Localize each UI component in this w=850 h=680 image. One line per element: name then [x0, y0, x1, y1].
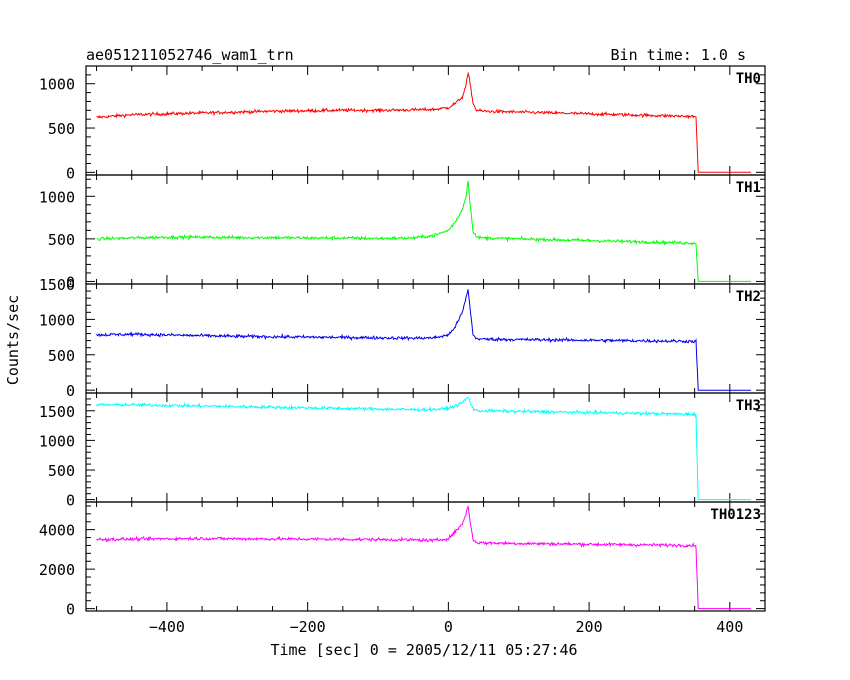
y-tick-label: 2000: [39, 561, 75, 579]
panel-frame: [85, 501, 766, 612]
y-tick-label: 500: [48, 347, 75, 365]
y-tick-label: 1000: [39, 311, 75, 329]
y-tick-label: 0: [66, 492, 75, 510]
series-line-th0123: [96, 505, 751, 610]
y-tick-label: 4000: [39, 522, 75, 540]
y-tick-label: 1000: [39, 188, 75, 206]
x-tick-label: −400: [149, 618, 185, 636]
y-tick-label: 500: [48, 120, 75, 138]
y-tick-label: 0: [66, 273, 75, 291]
chart-title: ae051211052746_wam1_trn: [86, 46, 294, 64]
y-tick-label: 0: [66, 382, 75, 400]
panel-th3: 0 500 1000 1500 TH3: [39, 392, 766, 510]
panels: 0 500 1000 TH0 0 500 1000 TH1 0 500 1000 1500 TH2 0 50…: [39, 65, 766, 619]
panel-frame: [85, 174, 766, 285]
panel-th0123: 0 2000 4000 TH0123: [39, 501, 766, 619]
bin-time-label: Bin time: 1.0 s: [611, 46, 746, 64]
series-label: TH0123: [710, 507, 761, 523]
series-label: TH0: [736, 71, 761, 87]
series-line-th1: [96, 180, 751, 282]
y-tick-label: 0: [66, 164, 75, 182]
y-tick-label: 1500: [39, 403, 75, 421]
y-tick-label: 1000: [39, 432, 75, 450]
y-tick-label: 1000: [39, 76, 75, 94]
y-axis-title: Counts/sec: [4, 295, 22, 385]
series-label: TH1: [736, 180, 761, 196]
y-tick-label: 500: [48, 462, 75, 480]
y-tick-label: 0: [66, 601, 75, 619]
x-axis-title: Time [sec] 0 = 2005/12/11 05:27:46: [270, 641, 577, 659]
series-label: TH3: [736, 398, 761, 414]
x-axis: −400 −200 0 200 400: [149, 618, 744, 636]
y-tick-label: 1500: [39, 276, 75, 294]
x-tick-label: 400: [716, 618, 743, 636]
x-tick-label: 200: [576, 618, 603, 636]
x-tick-label: −200: [290, 618, 326, 636]
panel-th2: 0 500 1000 1500 TH2: [39, 276, 766, 400]
panel-frame: [85, 392, 766, 503]
panel-frame: [85, 65, 766, 176]
y-tick-label: 500: [48, 231, 75, 249]
panel-th1: 0 500 1000 TH1: [39, 174, 766, 291]
series-label: TH2: [736, 289, 761, 305]
series-line-th3: [96, 396, 751, 501]
series-line-th0: [96, 71, 751, 173]
x-tick-label: 0: [444, 618, 453, 636]
panel-th0: 0 500 1000 TH0: [39, 65, 766, 182]
series-line-th2: [96, 289, 751, 391]
